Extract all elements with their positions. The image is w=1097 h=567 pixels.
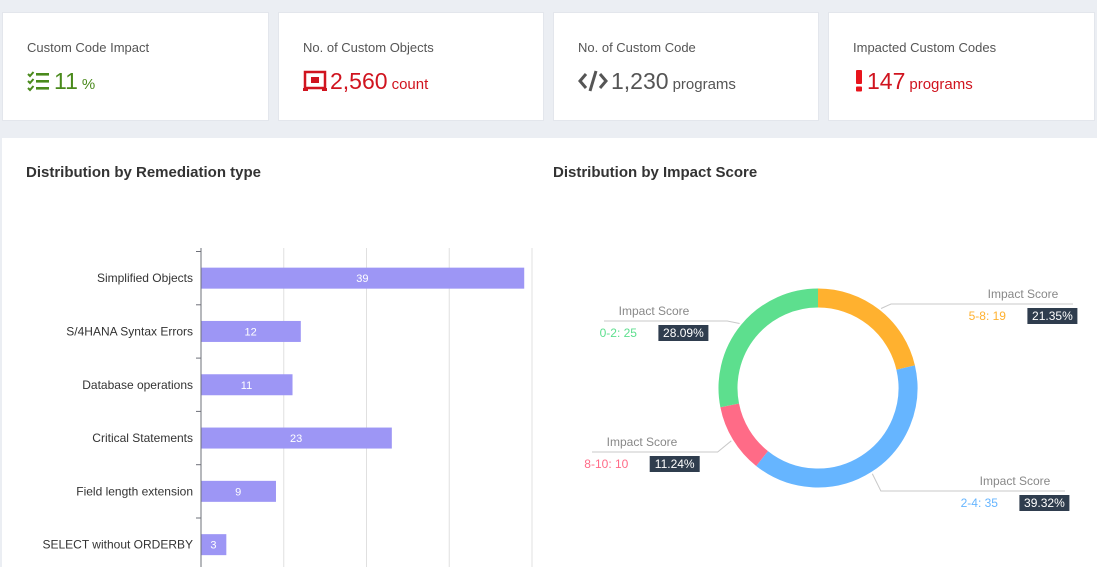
donut-slice[interactable] bbox=[756, 365, 918, 488]
kpi-label: No. of Custom Objects bbox=[303, 40, 434, 55]
percent-label: 21.35% bbox=[1032, 309, 1073, 323]
kpi-number: 11 bbox=[54, 68, 78, 94]
kpi-label: No. of Custom Code bbox=[578, 40, 696, 55]
slice-value-label: 8-10: 10 bbox=[584, 457, 628, 471]
category-label: SELECT without ORDERBY bbox=[43, 538, 194, 552]
bar-value-label: 11 bbox=[241, 380, 252, 392]
bar[interactable] bbox=[201, 534, 227, 556]
slice-label-title: Impact Score bbox=[988, 287, 1059, 301]
category-label: Critical Statements bbox=[92, 431, 193, 445]
donut-slice[interactable] bbox=[720, 403, 769, 466]
percent-badge bbox=[1027, 308, 1078, 324]
percent-label: 28.09% bbox=[663, 326, 704, 340]
bar-chart-title: Distribution by Remediation type bbox=[26, 164, 262, 181]
leader-line bbox=[592, 440, 732, 453]
bar-value-label: 3 bbox=[210, 540, 216, 552]
kpi-value-row: 11 % bbox=[27, 67, 95, 95]
category-label: Database operations bbox=[82, 378, 193, 392]
slice-label-title: Impact Score bbox=[980, 474, 1051, 488]
bar-value-label: 39 bbox=[356, 273, 368, 285]
objects-icon bbox=[303, 70, 327, 92]
leader-line bbox=[604, 320, 740, 325]
leader-line bbox=[880, 303, 1073, 309]
bar-value-label: 12 bbox=[245, 326, 257, 338]
slice-label-title: Impact Score bbox=[619, 304, 690, 318]
exclamation-icon bbox=[853, 70, 865, 92]
bar[interactable] bbox=[201, 374, 293, 396]
bar[interactable] bbox=[201, 320, 301, 342]
donut-chart-title: Distribution by Impact Score bbox=[553, 164, 758, 181]
kpi-number: 2,560 bbox=[330, 68, 388, 94]
slice-value-label: 2-4: 35 bbox=[961, 496, 999, 510]
kpi-card-impact: Custom Code Impact 11 % bbox=[2, 12, 269, 121]
leader-line bbox=[871, 473, 1065, 492]
category-label: Field length extension bbox=[76, 484, 193, 498]
donut-slice[interactable] bbox=[718, 288, 819, 408]
percent-badge bbox=[649, 456, 700, 472]
kpi-number: 147 bbox=[867, 68, 906, 94]
kpi-unit: % bbox=[81, 76, 96, 93]
kpi-unit: programs bbox=[672, 76, 736, 93]
bar[interactable] bbox=[201, 427, 392, 449]
bar-value-label: 9 bbox=[235, 486, 241, 498]
kpi-number: 1,230 bbox=[611, 68, 669, 94]
code-icon bbox=[578, 70, 608, 92]
bar-value-label: 23 bbox=[290, 433, 302, 445]
donut-slice[interactable] bbox=[817, 288, 915, 370]
kpi-value-row: 2,560 count bbox=[303, 67, 428, 95]
kpi-card-objects: No. of Custom Objects 2,560 count bbox=[278, 12, 544, 121]
checklist-icon bbox=[27, 70, 51, 92]
kpi-unit: count bbox=[391, 76, 429, 93]
category-label: S/4HANA Syntax Errors bbox=[66, 324, 193, 338]
percent-badge bbox=[658, 325, 709, 341]
bar[interactable] bbox=[201, 267, 525, 289]
percent-badge bbox=[1019, 495, 1070, 511]
charts-panel: Distribution by Remediation type Distrib… bbox=[2, 138, 1097, 567]
slice-value-label: 0-2: 25 bbox=[600, 326, 638, 340]
kpi-unit: programs bbox=[909, 76, 973, 93]
percent-label: 11.24% bbox=[655, 457, 695, 471]
impact-score-donut-chart: Impact Score 5-8: 19 21.35% Impact Score 2-4… bbox=[584, 287, 1078, 511]
kpi-card-code: No. of Custom Code 1,230 programs bbox=[553, 12, 819, 121]
kpi-label: Impacted Custom Codes bbox=[853, 40, 997, 55]
category-label: Simplified Objects bbox=[97, 271, 193, 285]
remediation-bar-chart: Simplified Objects 39S/4HANA Syntax Error… bbox=[43, 248, 533, 567]
slice-label-title: Impact Score bbox=[607, 435, 678, 449]
slice-value-label: 5-8: 19 bbox=[969, 309, 1007, 323]
kpi-card-impacted: Impacted Custom Codes 147 programs bbox=[828, 12, 1095, 121]
kpi-label: Custom Code Impact bbox=[27, 40, 150, 55]
kpi-value-row: 1,230 programs bbox=[578, 67, 736, 95]
percent-label: 39.32% bbox=[1024, 496, 1065, 510]
bar[interactable] bbox=[201, 480, 276, 502]
kpi-value-row: 147 programs bbox=[853, 67, 973, 95]
